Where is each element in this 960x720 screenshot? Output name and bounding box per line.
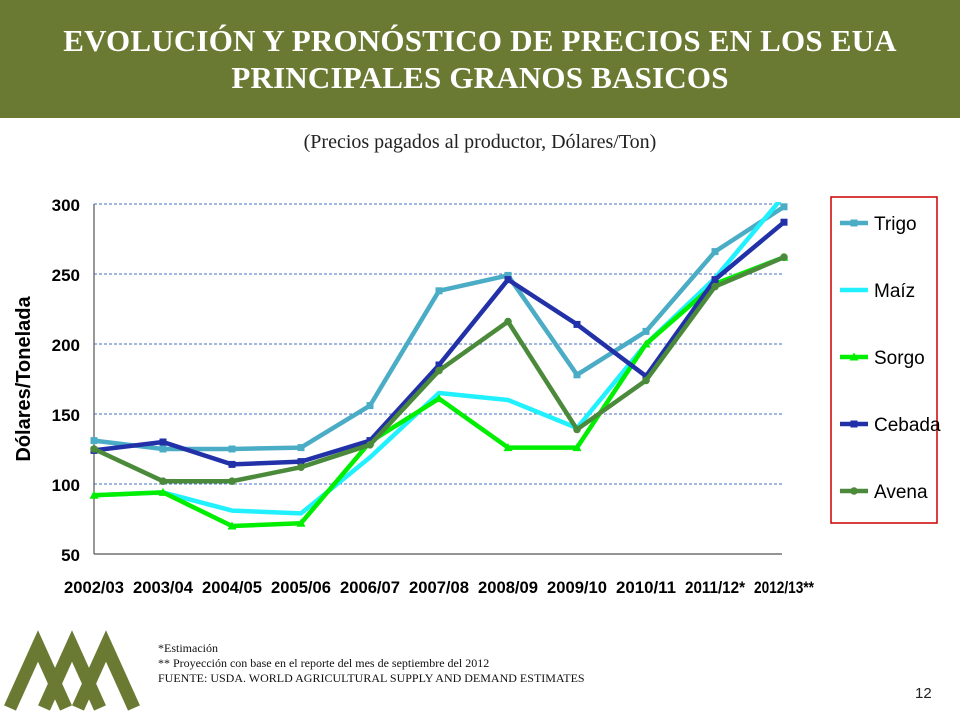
footnote-projection: ** Proyección con base en el reporte del… bbox=[158, 656, 490, 670]
data-point-cebada bbox=[573, 320, 581, 328]
data-point-trigo bbox=[366, 402, 374, 410]
x-tick-label: 2010/11 bbox=[616, 578, 676, 597]
series-lines bbox=[89, 202, 789, 530]
y-tick-label: 50 bbox=[61, 546, 80, 565]
legend-entry-maz: Maíz bbox=[840, 281, 915, 302]
x-tick-label: 2012/13** bbox=[754, 578, 814, 597]
data-point-cebada bbox=[228, 460, 236, 468]
y-tick-label: 200 bbox=[52, 336, 80, 355]
y-axis-label: Dólares/Tonelada bbox=[13, 296, 35, 462]
y-tick-label: 150 bbox=[52, 406, 80, 425]
data-point-trigo bbox=[297, 444, 305, 452]
data-point-sorgo bbox=[641, 339, 651, 348]
legend-marker-sorgo bbox=[849, 352, 859, 361]
mountain-logo-icon bbox=[4, 630, 140, 711]
data-point-avena bbox=[780, 253, 788, 261]
data-point-sorgo bbox=[503, 443, 513, 452]
data-point-avena bbox=[642, 376, 650, 385]
legend-entry-trigo: Trigo bbox=[840, 214, 917, 235]
data-point-trigo bbox=[228, 445, 236, 453]
data-point-sorgo bbox=[158, 487, 168, 496]
x-tick-label: 2005/06 bbox=[271, 578, 331, 597]
footnotes: *Estimación ** Proyección con base en el… bbox=[158, 641, 585, 686]
legend: Trigo Maíz Sorgo Cebada Avena bbox=[830, 196, 941, 524]
legend-marker-cebada bbox=[850, 420, 858, 428]
data-point-trigo bbox=[435, 287, 443, 295]
legend-entries: Trigo Maíz Sorgo Cebada Avena bbox=[840, 214, 941, 503]
legend-label-sorgo: Sorgo bbox=[874, 348, 925, 369]
legend-label-trigo: Trigo bbox=[874, 214, 917, 235]
series-trigo bbox=[90, 203, 788, 453]
legend-label-cebada: Cebada bbox=[874, 415, 941, 436]
legend-entry-cebada: Cebada bbox=[840, 415, 941, 436]
y-tick-labels: 50 100 150 200 250 300 bbox=[52, 196, 80, 565]
page-title-line-2: PRINCIPALES GRANOS BASICOS bbox=[231, 60, 729, 95]
data-point-sorgo bbox=[572, 443, 582, 452]
data-point-sorgo bbox=[227, 521, 237, 530]
legend-marker-avena bbox=[850, 487, 858, 495]
data-point-trigo bbox=[780, 203, 788, 211]
legend-entry-sorgo: Sorgo bbox=[840, 348, 925, 369]
x-tick-label: 2004/05 bbox=[202, 578, 262, 597]
data-point-sorgo bbox=[296, 518, 306, 527]
data-point-avena bbox=[435, 366, 443, 375]
y-tick-label: 300 bbox=[52, 196, 80, 215]
legend-marker-trigo bbox=[850, 219, 858, 227]
x-tick-labels: 2002/03 2003/04 2004/05 2005/06 2006/07 2007/… bbox=[64, 578, 814, 597]
data-point-avena bbox=[366, 441, 374, 449]
data-point-avena bbox=[228, 477, 236, 486]
legend-label-avena: Avena bbox=[874, 482, 928, 503]
page-number: 12 bbox=[915, 685, 932, 702]
series-avena bbox=[90, 253, 788, 486]
data-point-cebada bbox=[780, 218, 788, 226]
x-tick-label: 2007/08 bbox=[409, 578, 469, 597]
data-point-avena bbox=[573, 425, 581, 434]
data-point-avena bbox=[297, 463, 305, 472]
legend-box bbox=[830, 196, 938, 524]
title-banner: EVOLUCIÓN Y PRONÓSTICO DE PRECIOS EN LOS… bbox=[0, 0, 960, 118]
footnote-estimate: *Estimación bbox=[158, 641, 218, 655]
legend-label-maz: Maíz bbox=[874, 281, 915, 302]
x-tick-label: 2003/04 bbox=[133, 578, 194, 597]
data-point-trigo bbox=[711, 248, 719, 256]
data-point-trigo bbox=[504, 271, 512, 279]
data-point-trigo bbox=[159, 445, 167, 453]
data-point-cebada bbox=[711, 276, 719, 284]
data-point-cebada bbox=[297, 458, 305, 466]
page-title-line-1: EVOLUCIÓN Y PRONÓSTICO DE PRECIOS EN LOS… bbox=[63, 23, 897, 58]
x-tick-label: 2002/03 bbox=[64, 578, 124, 597]
x-tick-label: 2008/09 bbox=[478, 578, 538, 597]
data-point-avena bbox=[90, 445, 98, 453]
data-point-avena bbox=[159, 477, 167, 486]
data-point-avena bbox=[504, 317, 512, 326]
x-tick-label: 2011/12* bbox=[685, 578, 745, 597]
data-point-cebada bbox=[366, 437, 374, 445]
data-point-trigo bbox=[90, 437, 98, 445]
data-point-sorgo bbox=[434, 394, 444, 403]
data-point-cebada bbox=[642, 372, 650, 380]
plot-area bbox=[94, 204, 782, 554]
y-tick-label: 250 bbox=[52, 266, 80, 285]
data-point-cebada bbox=[435, 361, 443, 369]
series-cebada bbox=[90, 218, 788, 468]
legend-entry-avena: Avena bbox=[840, 482, 928, 503]
data-point-trigo bbox=[642, 327, 650, 335]
data-point-sorgo bbox=[89, 490, 99, 499]
y-tick-label: 100 bbox=[52, 476, 80, 495]
footnote-source: FUENTE: USDA. WORLD AGRICULTURAL SUPPLY … bbox=[158, 671, 585, 685]
x-tick-label: 2006/07 bbox=[340, 578, 400, 597]
chart-subtitle: (Precios pagados al productor, Dólares/T… bbox=[303, 131, 657, 153]
x-tick-label: 2009/10 bbox=[547, 578, 607, 597]
data-point-cebada bbox=[504, 276, 512, 284]
data-point-trigo bbox=[573, 371, 581, 379]
data-point-avena bbox=[711, 282, 719, 291]
data-point-cebada bbox=[159, 438, 167, 446]
